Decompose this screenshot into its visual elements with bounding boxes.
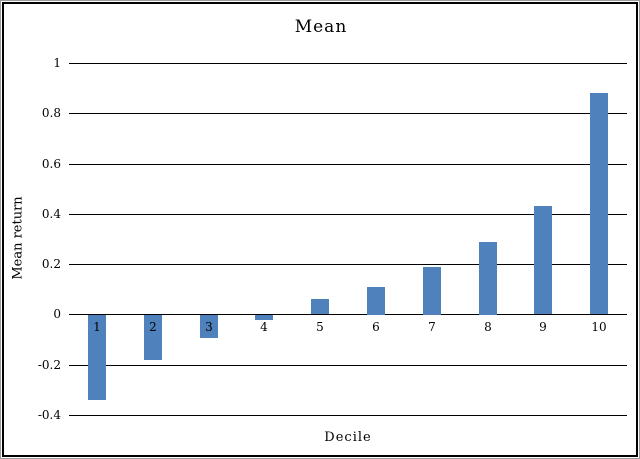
x-tick-label: 7: [428, 320, 436, 334]
y-tick-label: 0.2: [41, 257, 61, 271]
gridline: [69, 214, 627, 215]
bar-decile-2: [144, 315, 162, 360]
x-tick-label: 5: [316, 320, 324, 334]
gridline: [69, 63, 627, 64]
y-tick-label: 1: [53, 56, 61, 70]
bar-decile-1: [88, 315, 106, 400]
x-tick-label: 4: [260, 320, 268, 334]
x-tick-label: 3: [205, 320, 213, 334]
bar-decile-9: [534, 206, 552, 314]
x-tick-label: 10: [591, 320, 607, 334]
chart-title: Mean: [294, 17, 348, 37]
x-tick-label: 8: [484, 320, 492, 334]
bar-decile-4: [255, 315, 273, 320]
x-axis-title: Decile: [324, 430, 372, 445]
x-tick-label: 1: [93, 320, 101, 334]
gridline: [69, 365, 627, 366]
x-tick-label: 9: [539, 320, 547, 334]
bar-decile-6: [367, 287, 385, 315]
bar-decile-7: [423, 267, 441, 315]
gridline: [69, 415, 627, 416]
y-tick-label: 0.4: [41, 207, 61, 221]
bar-decile-3: [200, 315, 218, 338]
bar-decile-5: [311, 299, 329, 314]
y-tick-label: -0.4: [37, 408, 61, 422]
gridline: [69, 264, 627, 265]
bar-decile-10: [590, 93, 608, 314]
x-tick-label: 6: [372, 320, 380, 334]
gridline: [69, 113, 627, 114]
y-tick-label: -0.2: [37, 358, 61, 372]
y-tick-label: 0.6: [41, 157, 61, 171]
x-tick-label: 2: [149, 320, 157, 334]
gridline: [69, 314, 627, 315]
y-tick-label: 0.8: [41, 106, 61, 120]
bar-decile-8: [479, 242, 497, 315]
y-tick-label: 0: [53, 307, 61, 321]
gridline: [69, 164, 627, 165]
